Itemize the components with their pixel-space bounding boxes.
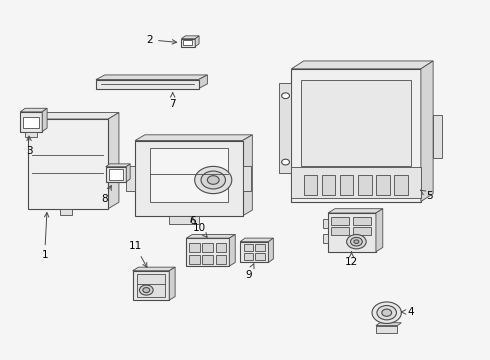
Text: 4: 4 xyxy=(401,307,415,317)
Bar xyxy=(328,213,376,252)
Bar xyxy=(133,271,169,300)
Text: 7: 7 xyxy=(170,93,176,109)
Bar xyxy=(183,40,192,45)
Bar xyxy=(216,243,226,252)
Circle shape xyxy=(140,285,153,295)
Circle shape xyxy=(350,237,362,246)
Polygon shape xyxy=(328,209,383,213)
Bar xyxy=(137,274,165,297)
Text: 1: 1 xyxy=(41,212,49,260)
Bar xyxy=(240,242,269,262)
Polygon shape xyxy=(376,209,383,252)
Circle shape xyxy=(346,234,366,249)
Polygon shape xyxy=(186,234,235,238)
Polygon shape xyxy=(269,238,273,262)
Bar xyxy=(25,132,37,137)
Polygon shape xyxy=(133,267,175,271)
Bar xyxy=(331,226,349,234)
Bar xyxy=(244,253,253,260)
Polygon shape xyxy=(198,75,207,89)
Polygon shape xyxy=(292,61,433,69)
Bar xyxy=(358,175,371,195)
Bar xyxy=(433,116,442,158)
Circle shape xyxy=(282,93,290,99)
Bar xyxy=(376,175,390,195)
Bar xyxy=(304,175,318,195)
Polygon shape xyxy=(243,135,252,216)
Circle shape xyxy=(382,309,392,316)
Circle shape xyxy=(143,288,150,293)
Polygon shape xyxy=(20,108,47,112)
Text: 8: 8 xyxy=(101,185,111,204)
Bar xyxy=(150,148,228,202)
Bar xyxy=(60,209,72,215)
Polygon shape xyxy=(96,75,207,80)
Bar xyxy=(394,175,408,195)
Circle shape xyxy=(282,159,290,165)
Bar xyxy=(106,167,126,182)
Bar xyxy=(331,217,349,225)
Bar xyxy=(243,166,251,191)
Bar xyxy=(186,238,229,266)
Polygon shape xyxy=(181,36,199,39)
Bar xyxy=(322,175,335,195)
Polygon shape xyxy=(169,267,175,300)
Text: 10: 10 xyxy=(193,224,207,237)
Text: 11: 11 xyxy=(129,241,147,267)
Polygon shape xyxy=(421,61,433,202)
Bar xyxy=(126,166,135,191)
Polygon shape xyxy=(126,164,130,182)
Bar xyxy=(189,243,200,252)
Text: 5: 5 xyxy=(420,190,433,201)
Bar xyxy=(20,112,42,132)
Bar xyxy=(202,243,213,252)
Text: 6: 6 xyxy=(190,216,196,226)
Circle shape xyxy=(195,166,232,194)
Bar xyxy=(27,119,108,209)
Bar xyxy=(323,234,328,243)
Bar xyxy=(189,255,200,264)
Bar xyxy=(292,167,421,198)
Bar xyxy=(216,255,226,264)
Bar xyxy=(376,325,397,333)
Polygon shape xyxy=(106,164,130,167)
Bar xyxy=(135,140,243,216)
Bar xyxy=(255,244,265,251)
Polygon shape xyxy=(240,238,273,242)
Text: 9: 9 xyxy=(245,264,254,280)
Polygon shape xyxy=(376,323,401,325)
Bar xyxy=(353,226,370,234)
Circle shape xyxy=(377,306,396,320)
Polygon shape xyxy=(27,113,119,119)
Text: 2: 2 xyxy=(147,35,177,45)
Bar xyxy=(181,39,195,46)
Text: 12: 12 xyxy=(345,252,358,267)
Bar xyxy=(292,69,421,202)
Bar xyxy=(301,80,411,166)
Bar xyxy=(323,220,328,228)
Bar xyxy=(23,117,39,128)
Bar xyxy=(169,216,198,224)
Bar xyxy=(279,83,292,173)
Polygon shape xyxy=(195,36,199,46)
Bar xyxy=(109,169,123,180)
Polygon shape xyxy=(135,135,252,140)
Circle shape xyxy=(201,171,225,189)
Text: 3: 3 xyxy=(25,136,32,156)
Bar xyxy=(340,175,353,195)
Circle shape xyxy=(207,176,219,184)
Circle shape xyxy=(372,302,401,323)
Bar xyxy=(202,255,213,264)
Bar xyxy=(353,217,370,225)
Bar xyxy=(255,253,265,260)
Circle shape xyxy=(354,240,359,243)
Polygon shape xyxy=(229,234,235,266)
Bar xyxy=(244,244,253,251)
Polygon shape xyxy=(42,108,47,132)
Bar xyxy=(96,80,198,89)
Polygon shape xyxy=(108,113,119,209)
